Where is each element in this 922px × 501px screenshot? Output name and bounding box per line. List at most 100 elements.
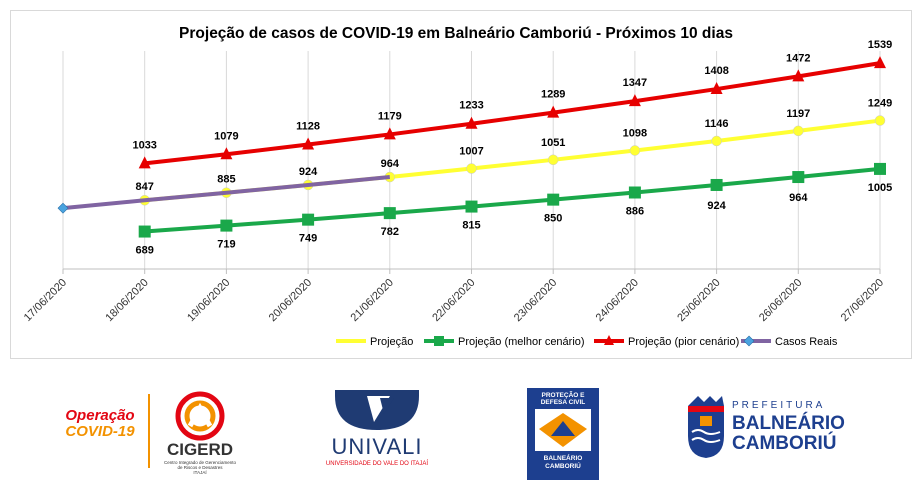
data-label: 1472 — [786, 52, 810, 64]
data-point — [383, 127, 396, 140]
x-tick-label: 26/06/2020 — [757, 277, 804, 324]
data-label: 1197 — [786, 108, 810, 120]
data-point — [220, 147, 233, 160]
operacao-covid-logo: Operação COVID-19 — [50, 408, 150, 452]
prefeitura-line-3: CAMBORIÚ — [732, 433, 837, 454]
data-point — [793, 125, 804, 137]
data-label: 689 — [136, 245, 154, 257]
univali-emblem-icon — [335, 390, 419, 430]
x-tick-label: 19/06/2020 — [185, 277, 232, 324]
prefeitura-logo: PREFEITURA BALNEÁRIO CAMBORIÚ — [684, 396, 854, 464]
data-label: 719 — [217, 239, 235, 251]
defesa-line-2: DEFESA CIVIL — [540, 399, 586, 406]
data-point — [138, 225, 151, 238]
x-tick-label: 22/06/2020 — [430, 277, 477, 324]
cigerd-sub-1: Centro Integrado de Gerenciamento — [163, 460, 237, 465]
chart-frame: Projeção de casos de COVID-19 em Balneár… — [10, 10, 912, 359]
data-point — [874, 162, 886, 175]
series-2 — [138, 56, 886, 169]
defesa-civil-emblem-icon — [535, 409, 591, 451]
data-point — [874, 115, 886, 126]
data-point — [874, 56, 886, 69]
data-point — [792, 69, 805, 82]
data-label: 964 — [381, 158, 400, 170]
data-point — [547, 154, 559, 166]
data-label: 847 — [136, 181, 154, 193]
legend-item: Projeção (pior cenário) — [594, 335, 739, 348]
series-3 — [57, 175, 390, 214]
data-label: 1079 — [214, 130, 238, 142]
data-label: 1146 — [705, 118, 729, 130]
data-point — [629, 145, 641, 156]
data-label: 1408 — [704, 65, 728, 77]
cigerd-name: CIGERD — [166, 440, 234, 459]
x-tick-label: 20/06/2020 — [267, 277, 314, 324]
data-point — [466, 163, 477, 174]
data-label: 749 — [299, 233, 317, 245]
x-tick-label: 24/06/2020 — [594, 277, 641, 324]
x-tick-label: 25/06/2020 — [675, 277, 722, 324]
cigerd-logo: CIGERD Centro Integrado de Gerenciamento… — [160, 390, 240, 482]
univali-logo: UNIVALI UNIVERSIDADE DO VALE DO ITAJAÍ — [322, 388, 432, 472]
data-label: 1005 — [868, 182, 892, 194]
covid-projection-chart: Projeção de casos de COVID-19 em Balneár… — [22, 25, 893, 348]
legend-label: Casos Reais — [775, 336, 838, 348]
defesa-line-3: BALNEÁRIO — [543, 455, 583, 462]
data-label: 1233 — [459, 100, 483, 112]
legend-marker — [434, 336, 444, 346]
legend-label: Projeção — [370, 336, 413, 348]
data-label: 1007 — [459, 146, 483, 158]
data-label: 1289 — [541, 89, 565, 101]
data-label: 924 — [707, 200, 726, 212]
defesa-footer: BALNEÁRIO CAMBORIÚ — [529, 455, 597, 471]
logo-divider — [148, 394, 150, 468]
legend-label: Projeção (pior cenário) — [628, 336, 739, 348]
legend: Projeção Projeção (melhor cenário) Projeçã… — [336, 335, 838, 348]
prefeitura-line-1: PREFEITURA — [732, 400, 826, 411]
cigerd-emblem-icon — [175, 391, 225, 441]
data-point — [465, 200, 478, 213]
covid-label: COVID-19 — [65, 423, 135, 440]
data-label: 1179 — [378, 110, 402, 122]
data-point — [383, 207, 396, 220]
data-label: 885 — [217, 174, 235, 186]
data-point — [628, 186, 641, 199]
data-label: 1051 — [541, 137, 565, 149]
legend-marker — [604, 335, 614, 345]
series-line — [144, 166, 881, 234]
univali-subtitle: UNIVERSIDADE DO VALE DO ITAJAÍ — [325, 461, 429, 467]
cigerd-sub-3: ITAJAÍ — [193, 470, 207, 475]
series-layer — [57, 56, 886, 238]
defesa-line-4: CAMBORIÚ — [545, 463, 581, 470]
data-point — [710, 178, 723, 191]
data-point — [710, 82, 723, 95]
defesa-line-1: PROTEÇÃO E — [541, 392, 585, 399]
legend-marker — [743, 335, 755, 347]
data-label: 782 — [381, 226, 399, 238]
univali-name: UNIVALI — [331, 434, 423, 459]
data-label: 1128 — [296, 121, 320, 133]
data-label: 964 — [789, 192, 808, 204]
data-label: 1033 — [132, 139, 156, 151]
cigerd-sub-2: de Riscos e Desastres — [177, 465, 223, 470]
data-point — [220, 219, 233, 232]
data-point — [302, 137, 315, 150]
data-label: 886 — [626, 206, 644, 218]
cigerd-subtitle: Centro Integrado de Gerenciamento de Ris… — [156, 460, 244, 475]
data-label: 1347 — [623, 77, 647, 89]
series-1 — [138, 162, 886, 238]
data-label: 850 — [544, 213, 562, 225]
data-label: 1539 — [868, 39, 892, 51]
data-label: 1249 — [868, 98, 892, 110]
grid-layer — [62, 51, 881, 269]
data-label: 1098 — [623, 127, 647, 139]
data-point — [628, 94, 641, 107]
series-line — [62, 175, 390, 211]
x-tick-label: 27/06/2020 — [839, 277, 886, 324]
legend-item: Projeção (melhor cenário) — [424, 336, 585, 348]
data-label: 815 — [462, 220, 480, 232]
series-line — [144, 61, 881, 166]
operacao-label: Operação — [65, 407, 135, 424]
legend-label: Projeção (melhor cenário) — [458, 336, 585, 348]
data-point — [302, 213, 315, 226]
